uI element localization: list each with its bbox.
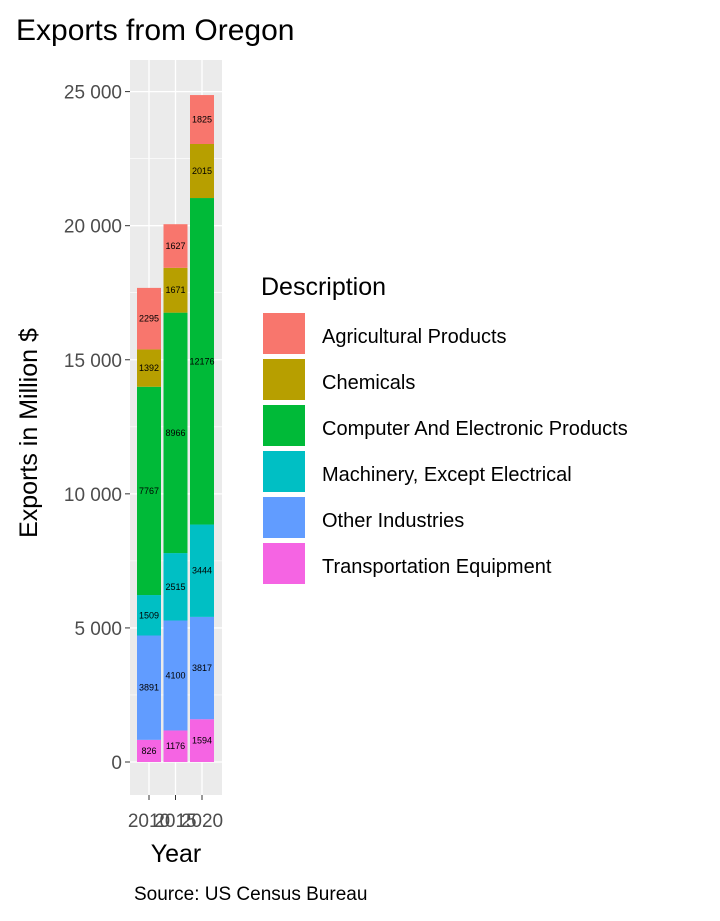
bar-segment xyxy=(137,635,161,740)
bar-segment xyxy=(190,95,214,144)
bar-segment xyxy=(190,524,214,617)
data-label: 8966 xyxy=(165,428,185,438)
data-label: 1392 xyxy=(139,363,159,373)
data-label: 4100 xyxy=(165,670,185,680)
legend-label: Agricultural Products xyxy=(322,326,507,348)
data-label: 1176 xyxy=(166,741,185,751)
bar-segment xyxy=(163,553,188,621)
y-tick-label: 0 xyxy=(111,753,122,774)
bar-segment xyxy=(137,349,161,387)
chart-title: Exports from Oregon xyxy=(16,14,294,47)
bar-segment xyxy=(137,287,161,350)
data-label: 1509 xyxy=(139,610,159,620)
bar-segment xyxy=(163,224,188,268)
data-label: 826 xyxy=(141,746,156,756)
y-tick-label: 5 000 xyxy=(74,619,122,640)
data-label: 3444 xyxy=(192,566,212,576)
legend-label: Transportation Equipment xyxy=(322,556,552,578)
bar-segment xyxy=(163,730,188,762)
y-tick-label: 10 000 xyxy=(64,485,122,506)
bar-segment xyxy=(163,620,188,731)
bar-segment xyxy=(137,595,161,636)
legend-title: Description xyxy=(261,273,386,301)
legend-key xyxy=(263,451,305,492)
data-label: 1627 xyxy=(165,241,185,251)
bar-segment xyxy=(190,616,214,720)
bar-segment xyxy=(190,143,214,199)
bar-segment xyxy=(137,739,161,762)
y-tick-label: 20 000 xyxy=(64,217,122,238)
legend-label: Other Industries xyxy=(322,510,464,532)
data-label: 2295 xyxy=(139,314,159,324)
legend-key xyxy=(263,543,305,584)
data-label: 1594 xyxy=(192,736,212,746)
bar-segment xyxy=(190,719,214,762)
legend-label: Computer And Electronic Products xyxy=(322,418,628,440)
plot-area: 826 3891 1509 7767 1392 2295 1176 4100 2515 8966 1… xyxy=(64,60,223,832)
x-tick-label: 2010 xyxy=(128,811,170,832)
legend-key xyxy=(263,497,305,538)
bar-segment xyxy=(163,312,188,554)
data-label: 1825 xyxy=(192,115,212,125)
data-label: 2015 xyxy=(192,166,212,176)
data-label: 3817 xyxy=(192,663,212,673)
x-tick-label: 2015 xyxy=(154,811,196,832)
legend-key xyxy=(263,313,305,354)
data-label: 1671 xyxy=(165,285,185,295)
legend-label: Chemicals xyxy=(322,372,415,394)
bar-segment xyxy=(137,386,161,596)
legend-label: Machinery, Except Electrical xyxy=(322,464,572,486)
data-label: 3891 xyxy=(139,683,159,693)
x-tick-label: 2020 xyxy=(181,811,223,832)
bar-segment xyxy=(163,267,188,313)
data-label: 12176 xyxy=(189,356,214,366)
legend-key xyxy=(263,405,305,446)
x-axis-title: Year xyxy=(151,840,202,868)
bar-segment xyxy=(190,198,214,525)
data-label: 2515 xyxy=(165,582,185,592)
data-label: 7767 xyxy=(139,486,159,496)
legend-key xyxy=(263,359,305,400)
y-tick-label: 15 000 xyxy=(64,351,122,372)
y-tick-label: 25 000 xyxy=(64,83,122,104)
legend: Description Agricultural Products Chemica… xyxy=(261,273,628,584)
y-axis-title: Exports in Million $ xyxy=(15,328,43,538)
caption: Source: US Census Bureau xyxy=(134,884,367,905)
